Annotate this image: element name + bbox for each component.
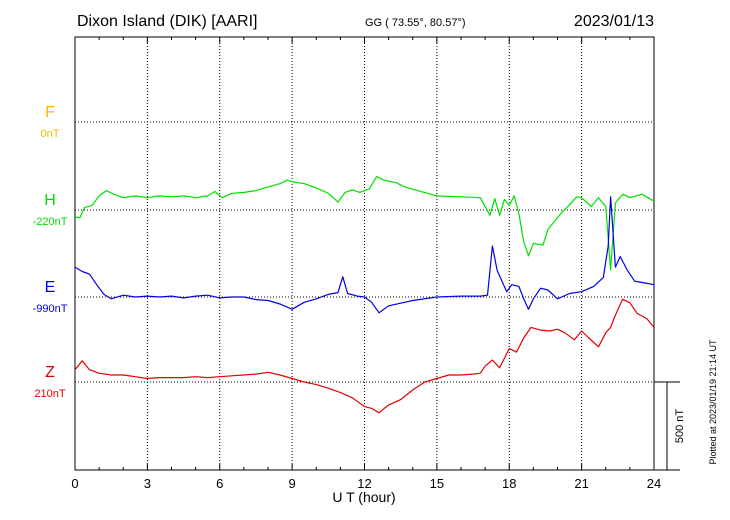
- x-tick-label: 9: [289, 476, 296, 491]
- series-traces: [74, 176, 655, 414]
- x-axis-ticks: 0 3 6 9 12 15 18 21 24: [71, 37, 661, 491]
- plotted-timestamp: Plotted at 2023/01/19 21:14 UT: [708, 339, 718, 465]
- grid-lines: [75, 37, 654, 470]
- series-name-f: F: [45, 104, 55, 121]
- x-tick-label: 21: [574, 476, 588, 491]
- series-baseline-h: -220nT: [33, 216, 68, 228]
- series-baseline-z: 210nT: [34, 388, 65, 400]
- series-name-h: H: [44, 192, 56, 209]
- x-tick-label: 6: [216, 476, 223, 491]
- series-labels: F 0nT H -220nT E -990nT Z 210nT: [33, 104, 68, 400]
- x-tick-label: 24: [647, 476, 661, 491]
- chart-date: 2023/01/13: [574, 13, 654, 30]
- series-line-h: [74, 176, 655, 271]
- x-axis-label: U T (hour): [332, 489, 395, 505]
- series-line-z: [74, 298, 655, 414]
- scale-bar: 500 nT: [654, 381, 686, 471]
- series-line-e: [74, 196, 655, 314]
- scale-bar-label: 500 nT: [674, 409, 686, 444]
- x-tick-label: 15: [430, 476, 444, 491]
- series-name-z: Z: [45, 364, 55, 381]
- series-baseline-e: -990nT: [33, 303, 68, 315]
- station-title: Dixon Island (DIK) [AARI]: [77, 13, 258, 30]
- series-baseline-f: 0nT: [41, 128, 60, 140]
- x-tick-label: 3: [144, 476, 151, 491]
- series-name-e: E: [45, 279, 56, 296]
- x-tick-label: 0: [71, 476, 78, 491]
- x-tick-label: 12: [357, 476, 371, 491]
- x-tick-label: 18: [502, 476, 516, 491]
- station-coordinates: GG ( 73.55°, 80.57°): [365, 17, 466, 29]
